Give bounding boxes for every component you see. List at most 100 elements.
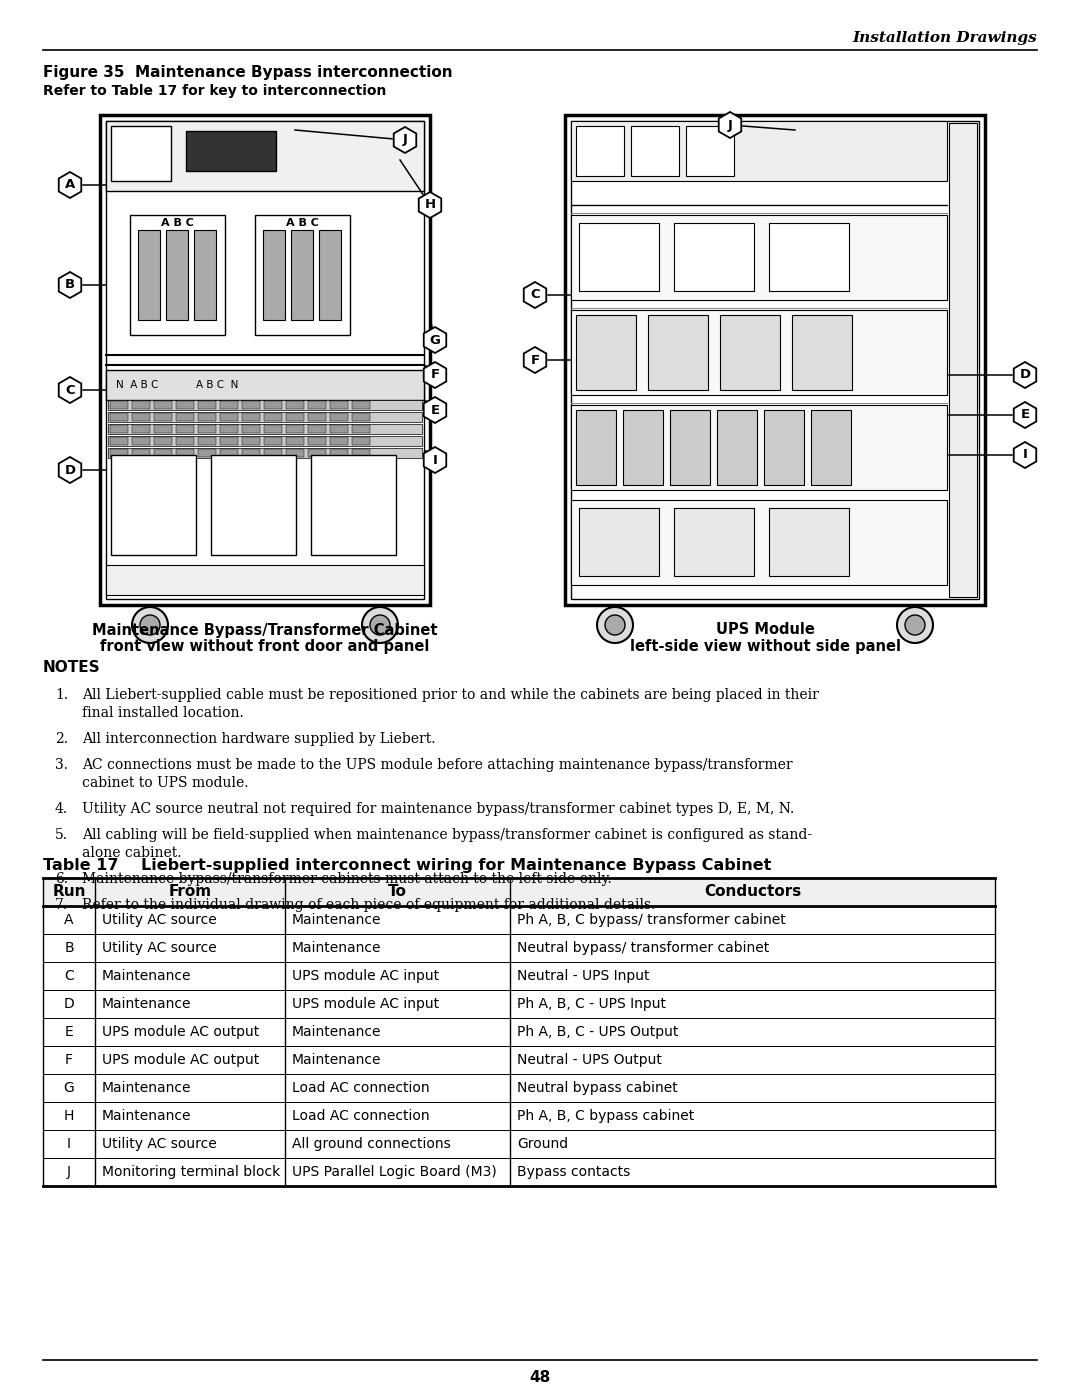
Text: Neutral - UPS Input: Neutral - UPS Input bbox=[517, 970, 649, 983]
Text: C: C bbox=[64, 970, 73, 983]
Text: F: F bbox=[65, 1053, 73, 1067]
Bar bbox=[330, 414, 348, 420]
Bar bbox=[286, 401, 303, 409]
Bar bbox=[686, 126, 734, 176]
Bar bbox=[166, 231, 188, 320]
Bar bbox=[571, 215, 947, 300]
Text: D: D bbox=[1020, 369, 1030, 381]
Polygon shape bbox=[719, 112, 741, 138]
Bar bbox=[291, 231, 313, 320]
Text: D: D bbox=[64, 997, 75, 1011]
Polygon shape bbox=[58, 377, 81, 402]
Bar bbox=[242, 448, 260, 457]
Bar bbox=[220, 425, 238, 433]
Circle shape bbox=[842, 196, 850, 204]
Bar bbox=[154, 425, 172, 433]
Circle shape bbox=[707, 588, 715, 595]
Text: UPS module AC input: UPS module AC input bbox=[292, 997, 440, 1011]
Circle shape bbox=[409, 576, 419, 585]
Bar bbox=[720, 314, 780, 390]
Bar bbox=[211, 455, 296, 555]
Circle shape bbox=[634, 196, 642, 204]
Circle shape bbox=[276, 481, 286, 490]
Text: 2.: 2. bbox=[55, 732, 68, 746]
Circle shape bbox=[597, 608, 633, 643]
Bar bbox=[352, 437, 370, 446]
Text: 7.: 7. bbox=[55, 898, 68, 912]
Bar bbox=[242, 401, 260, 409]
Text: I: I bbox=[433, 454, 437, 467]
Bar bbox=[674, 224, 754, 291]
Bar bbox=[110, 448, 129, 457]
Polygon shape bbox=[1014, 362, 1036, 388]
Bar bbox=[311, 455, 396, 555]
Bar bbox=[308, 448, 326, 457]
Bar bbox=[110, 425, 129, 433]
Circle shape bbox=[276, 520, 286, 529]
Text: 48: 48 bbox=[529, 1370, 551, 1386]
Text: cabinet to UPS module.: cabinet to UPS module. bbox=[82, 775, 248, 789]
Bar bbox=[111, 126, 171, 182]
Bar bbox=[106, 122, 424, 599]
Circle shape bbox=[111, 576, 121, 585]
Text: Maintenance: Maintenance bbox=[292, 942, 381, 956]
Bar bbox=[198, 414, 216, 420]
Circle shape bbox=[738, 196, 746, 204]
Text: F: F bbox=[530, 353, 540, 366]
Bar bbox=[176, 437, 194, 446]
Circle shape bbox=[133, 148, 149, 163]
Text: Table 17    Liebert-supplied interconnect wiring for Maintenance Bypass Cabinet: Table 17 Liebert-supplied interconnect w… bbox=[43, 858, 771, 873]
Bar bbox=[352, 448, 370, 457]
Bar bbox=[154, 401, 172, 409]
Bar bbox=[576, 126, 624, 176]
Text: Neutral bypass cabinet: Neutral bypass cabinet bbox=[517, 1081, 678, 1095]
Bar bbox=[286, 437, 303, 446]
Bar bbox=[286, 448, 303, 457]
Text: Ph A, B, C bypass/ transformer cabinet: Ph A, B, C bypass/ transformer cabinet bbox=[517, 914, 786, 928]
Polygon shape bbox=[394, 127, 416, 154]
Bar bbox=[108, 448, 422, 458]
Text: 6.: 6. bbox=[55, 872, 68, 886]
Bar bbox=[792, 314, 852, 390]
Circle shape bbox=[151, 481, 161, 490]
Text: To: To bbox=[388, 884, 407, 900]
Bar bbox=[286, 414, 303, 420]
Text: C: C bbox=[530, 289, 540, 302]
Bar bbox=[670, 409, 710, 485]
Bar bbox=[176, 414, 194, 420]
Circle shape bbox=[370, 615, 390, 636]
Polygon shape bbox=[58, 457, 81, 483]
Bar bbox=[43, 877, 995, 907]
Circle shape bbox=[582, 196, 590, 204]
Bar bbox=[106, 370, 424, 400]
Text: Figure 35  Maintenance Bypass interconnection: Figure 35 Maintenance Bypass interconnec… bbox=[43, 64, 453, 80]
Text: A: A bbox=[64, 914, 73, 928]
Polygon shape bbox=[423, 397, 446, 423]
Bar bbox=[308, 425, 326, 433]
Bar bbox=[352, 425, 370, 433]
Text: AC connections must be made to the UPS module before attaching maintenance bypas: AC connections must be made to the UPS m… bbox=[82, 759, 793, 773]
Text: N  A B C: N A B C bbox=[116, 380, 159, 390]
Text: I: I bbox=[67, 1137, 71, 1151]
Bar bbox=[330, 448, 348, 457]
Bar bbox=[264, 401, 282, 409]
Text: Utility AC source: Utility AC source bbox=[102, 914, 217, 928]
Text: 1.: 1. bbox=[55, 687, 68, 703]
Bar bbox=[949, 123, 977, 597]
Text: Ground: Ground bbox=[517, 1137, 568, 1151]
Circle shape bbox=[376, 481, 386, 490]
Circle shape bbox=[140, 615, 160, 636]
Polygon shape bbox=[1014, 402, 1036, 427]
Circle shape bbox=[789, 196, 798, 204]
Text: alone cabinet.: alone cabinet. bbox=[82, 847, 181, 861]
Circle shape bbox=[356, 348, 364, 356]
Text: D: D bbox=[65, 464, 76, 476]
Bar bbox=[108, 425, 422, 434]
Bar bbox=[811, 409, 851, 485]
Bar bbox=[154, 414, 172, 420]
Circle shape bbox=[905, 615, 924, 636]
Text: Maintenance: Maintenance bbox=[292, 914, 381, 928]
Text: A B C: A B C bbox=[285, 218, 319, 228]
Bar bbox=[198, 425, 216, 433]
Bar bbox=[110, 414, 129, 420]
